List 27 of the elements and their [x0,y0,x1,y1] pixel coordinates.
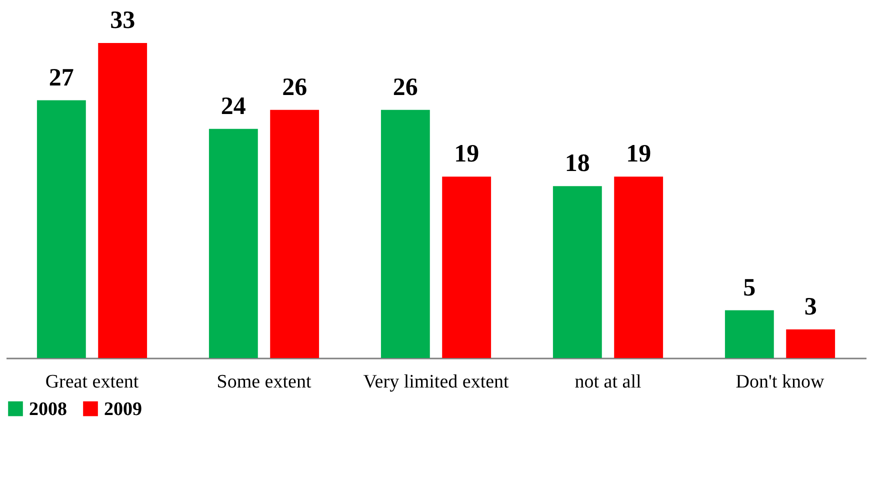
bar [442,176,492,358]
data-label: 27 [48,64,74,92]
bar [208,128,258,358]
bar [98,43,148,358]
data-label: 26 [282,74,308,101]
data-label: 3 [804,293,817,320]
data-label: 24 [220,92,246,120]
data-label: 5 [743,274,756,302]
x-tick-label: Great extent [45,372,140,392]
bar [36,100,86,358]
data-label: 26 [392,74,418,101]
x-tick-label: not at all [574,372,642,392]
bar [786,329,836,358]
x-tick-label: Very limited extent [363,372,510,392]
bar [724,310,774,358]
bar [270,110,320,358]
data-label: 33 [110,7,136,34]
x-tick-label: Some extent [216,372,312,392]
data-label: 19 [626,140,652,168]
legend-label: 2009 [104,398,142,420]
bar [614,176,664,358]
bar [552,186,602,358]
data-label: 19 [454,140,480,168]
legend-label: 2008 [29,398,67,420]
bar [380,110,430,358]
data-label: 18 [564,150,590,178]
x-tick-label: Don't know [736,372,824,392]
